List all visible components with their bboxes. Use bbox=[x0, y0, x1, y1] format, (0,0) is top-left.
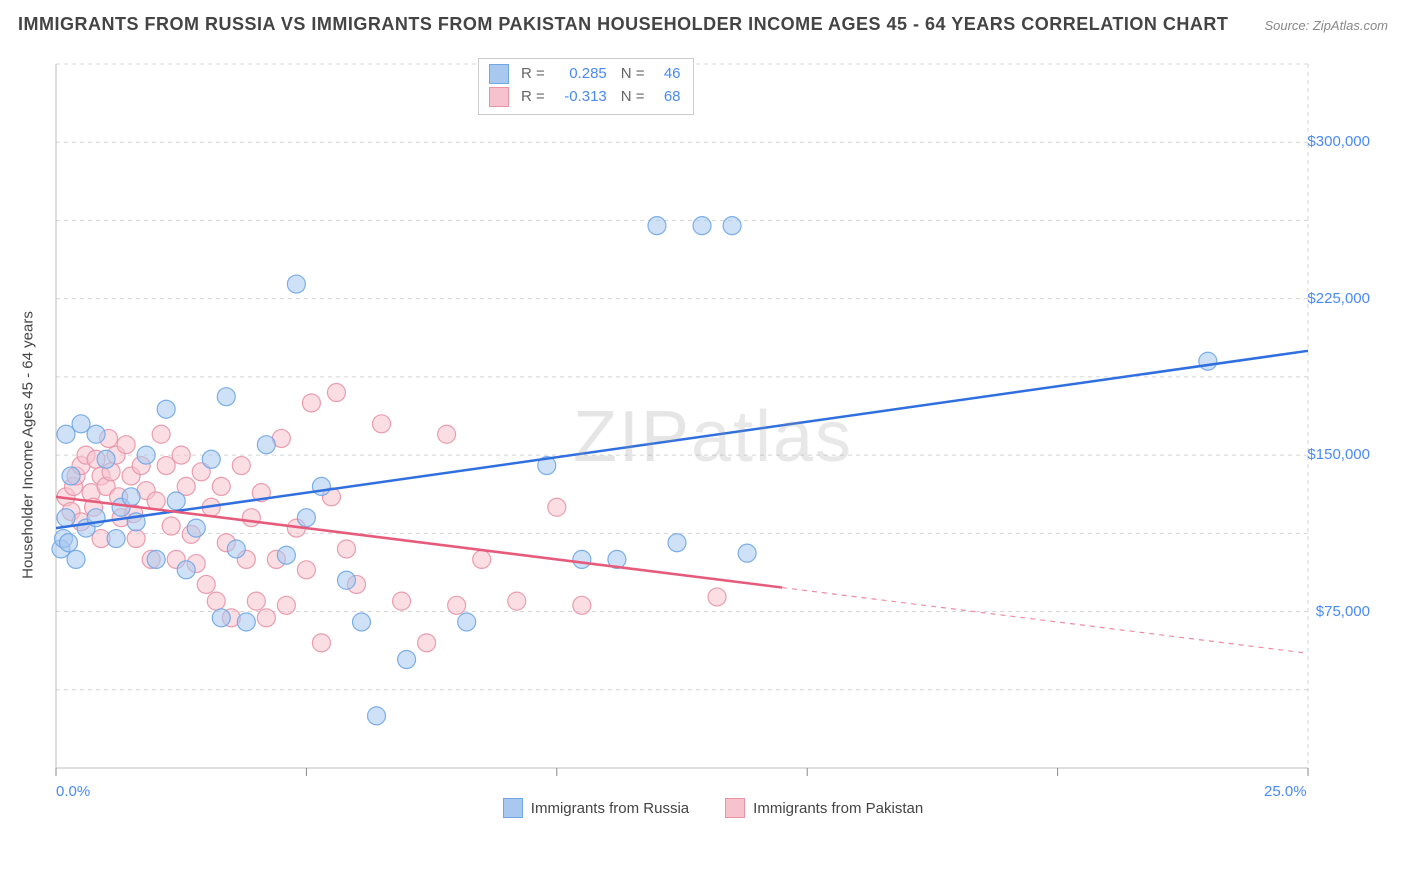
stat-row: R = -0.313 N = 68 bbox=[489, 86, 681, 109]
y-tick-label: $225,000 bbox=[1307, 290, 1370, 307]
plot-area: Householder Income Ages 45 - 64 years ZI… bbox=[48, 60, 1378, 830]
legend: Immigrants from Russia Immigrants from Pa… bbox=[48, 798, 1378, 822]
y-axis-label: Householder Income Ages 45 - 64 years bbox=[20, 311, 37, 579]
y-tick-label: $300,000 bbox=[1307, 133, 1370, 150]
stat-n-label: N = bbox=[621, 86, 645, 109]
swatch-icon bbox=[489, 64, 509, 84]
stat-r-label: R = bbox=[521, 86, 545, 109]
stat-r-label: R = bbox=[521, 63, 545, 86]
scatter-chart bbox=[48, 60, 1378, 830]
legend-item: Immigrants from Russia bbox=[503, 798, 689, 818]
stat-n-value: 46 bbox=[651, 63, 681, 86]
legend-label: Immigrants from Russia bbox=[531, 800, 689, 817]
y-tick-label: $150,000 bbox=[1307, 446, 1370, 463]
chart-title: IMMIGRANTS FROM RUSSIA VS IMMIGRANTS FRO… bbox=[18, 14, 1228, 35]
legend-item: Immigrants from Pakistan bbox=[725, 798, 923, 818]
stat-r-value: -0.313 bbox=[551, 86, 607, 109]
correlation-stats-box: R = 0.285 N = 46 R = -0.313 N = 68 bbox=[478, 58, 694, 115]
stat-r-value: 0.285 bbox=[551, 63, 607, 86]
stat-row: R = 0.285 N = 46 bbox=[489, 63, 681, 86]
y-tick-label: $75,000 bbox=[1316, 603, 1370, 620]
swatch-icon bbox=[725, 798, 745, 818]
swatch-icon bbox=[503, 798, 523, 818]
legend-label: Immigrants from Pakistan bbox=[753, 800, 923, 817]
swatch-icon bbox=[489, 87, 509, 107]
stat-n-value: 68 bbox=[651, 86, 681, 109]
stat-n-label: N = bbox=[621, 63, 645, 86]
source-label: Source: ZipAtlas.com bbox=[1264, 18, 1388, 33]
